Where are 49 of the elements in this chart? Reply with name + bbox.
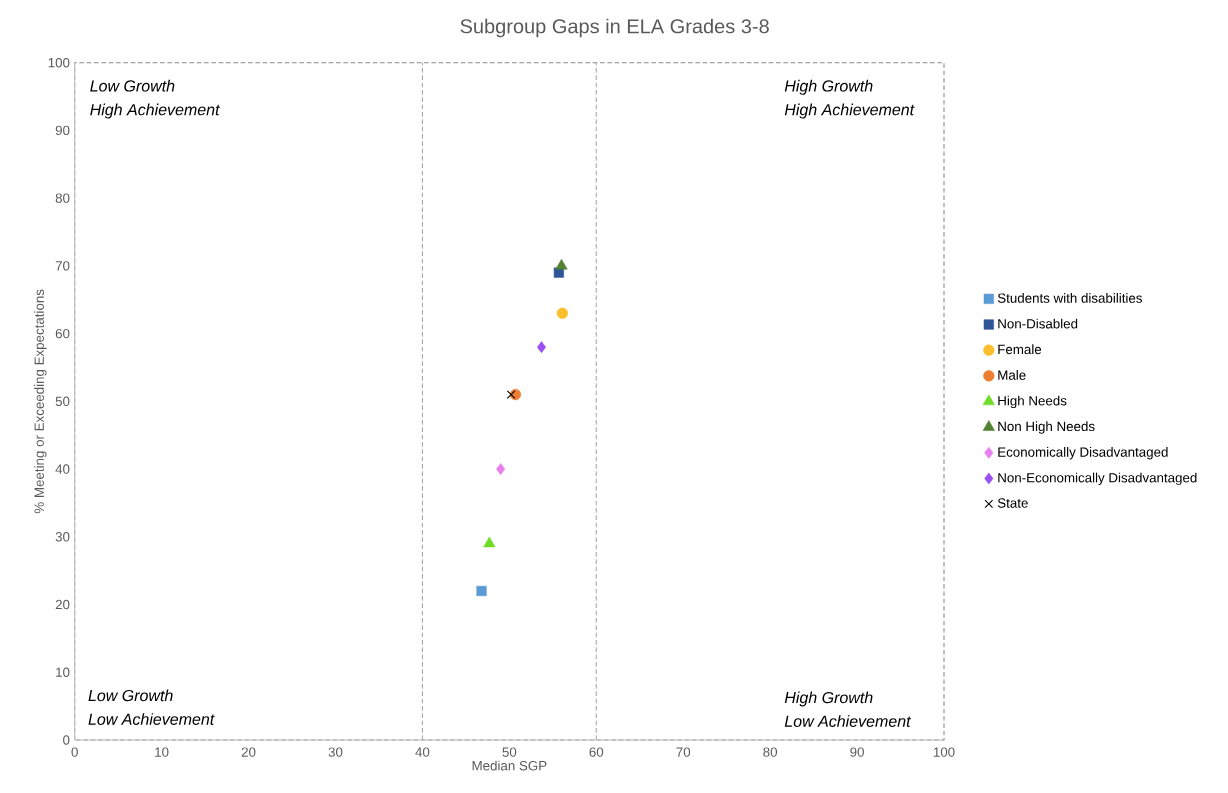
- y-tick-label: 100: [48, 57, 70, 68]
- x-tick-label: 80: [763, 747, 778, 757]
- annotation: High Achievement: [784, 103, 915, 119]
- y-tick-label: 50: [55, 396, 70, 406]
- legend-label: Non High Needs: [998, 421, 1095, 434]
- x-tick-label: 70: [676, 747, 691, 757]
- point: [537, 341, 546, 353]
- legend-label: Male: [998, 369, 1026, 380]
- annotation: Low Growth: [90, 79, 175, 92]
- legend-label: Students with disabilities: [997, 292, 1142, 303]
- y-tick-label: 80: [55, 193, 70, 203]
- x-tick-label: 50: [502, 747, 517, 757]
- y-tick-label: 0: [63, 735, 70, 745]
- annotation: Low Growth: [88, 689, 173, 702]
- point: [496, 463, 506, 475]
- x-tick-label: 90: [850, 747, 864, 757]
- point: [506, 390, 516, 399]
- x-tick-label: 30: [328, 747, 343, 757]
- y-tick-label: 90: [55, 125, 70, 135]
- annotation: High Achievement: [90, 103, 221, 119]
- point: [483, 536, 496, 548]
- chart-title: Subgroup Gaps in ELA Grades 3-8: [460, 18, 769, 38]
- x-tick-label: 100: [933, 747, 955, 757]
- point: [556, 307, 568, 319]
- y-tick-label: 40: [55, 464, 70, 474]
- y-tick-label: 60: [55, 328, 70, 339]
- point: [476, 585, 487, 596]
- x-axis-title: Median SGP: [472, 760, 547, 771]
- x-tick-label: 0: [71, 747, 78, 757]
- y-tick-label: 30: [55, 531, 70, 542]
- x-tick-label: 20: [241, 747, 256, 757]
- legend-label: Female: [998, 344, 1042, 354]
- x-tick-label: 10: [155, 747, 169, 757]
- legend-label: State: [997, 498, 1028, 508]
- legend-label: Non-Disabled: [998, 318, 1078, 329]
- x-tick-label: 40: [415, 747, 430, 757]
- legend-label: High Needs: [998, 395, 1067, 408]
- annotation: Low Achievement: [88, 713, 215, 725]
- legend-label: Non-Economically Disadvantaged: [998, 472, 1197, 485]
- annotation: High Growth: [784, 691, 873, 707]
- point: [555, 258, 568, 270]
- y-tick-label: 70: [55, 260, 70, 271]
- legend-label: Economically Disadvantaged: [998, 446, 1168, 460]
- x-tick-label: 60: [589, 747, 604, 757]
- y-tick-label: 20: [55, 599, 70, 610]
- annotation: High Growth: [784, 79, 873, 95]
- annotation: Low Achievement: [784, 715, 912, 727]
- y-tick-label: 10: [56, 667, 70, 677]
- y-axis-title: % Meeting or Exceeding Expectations: [34, 289, 47, 513]
